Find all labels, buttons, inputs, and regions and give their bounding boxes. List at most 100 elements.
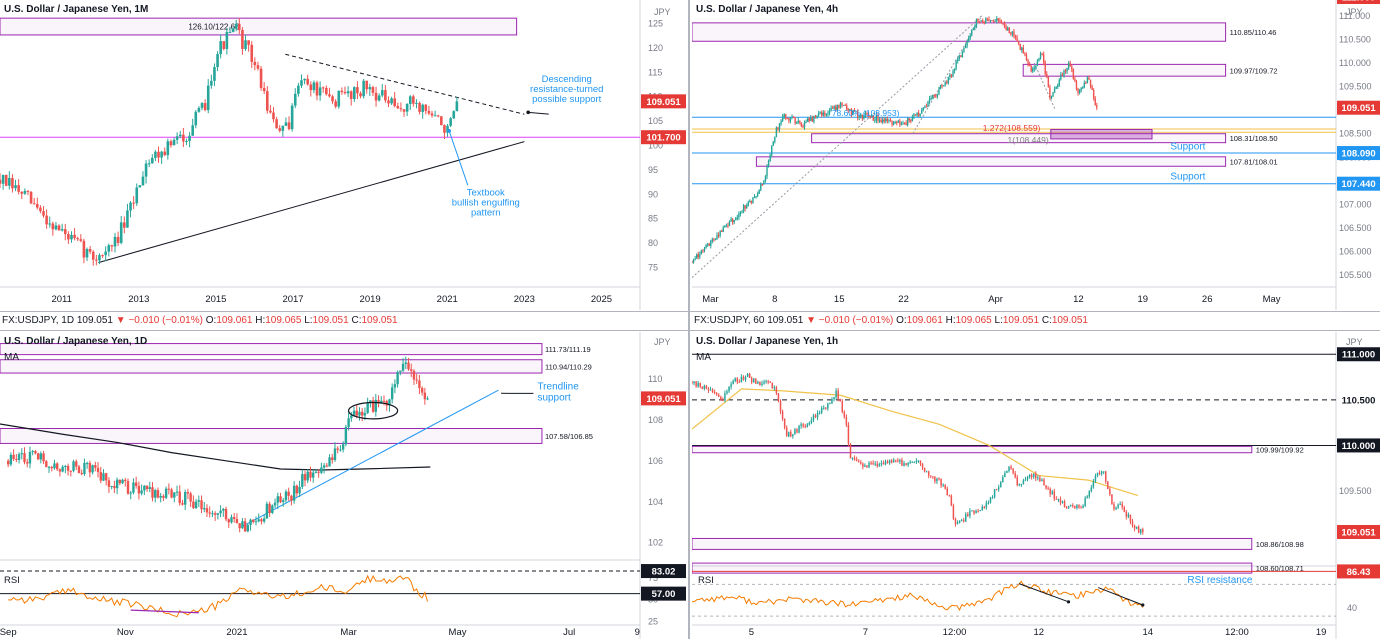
candle-body [333,448,337,461]
candle-body [867,114,870,117]
candle-body [706,243,709,246]
candle-body [777,393,780,402]
candle-body [794,117,796,124]
candle-body [740,376,743,383]
candle-body [1044,62,1046,74]
candle-body [694,258,696,260]
candle-body [1030,474,1033,477]
candle-body [760,184,762,191]
candle-body [750,200,753,203]
candle-body [64,465,67,467]
trendline-support [242,389,499,527]
candle-body [287,491,290,496]
candle-body [922,107,925,110]
h4-chart-panel[interactable]: 105.500106.000106.500107.000107.500108.0… [692,0,1380,310]
price-tag-box [641,564,686,579]
h4-chart-title: U.S. Dollar / Japanese Yen, 4h [696,4,839,15]
horizontal-divider-bottom [0,330,1380,331]
y-tick-label: 75 [648,262,658,272]
candle-body [1078,505,1080,508]
candle-body [1045,485,1047,489]
candle-body [892,122,895,125]
candle-body [724,393,726,401]
candle-body [700,250,703,255]
candle-body [810,420,813,423]
candle-body [711,239,714,242]
candle-body [960,55,962,57]
monthly-chart-svg[interactable]: 7580859095100105110115120125JPY201120132… [0,0,686,310]
candle-body [720,230,723,232]
close-value: 109.051 [1051,315,1088,326]
candle-body [110,245,114,247]
h1-chart-title: U.S. Dollar / Japanese Yen, 1h [696,336,839,347]
candle-body [272,112,275,120]
candle-body [424,104,428,111]
candle-body [83,462,86,475]
candle-body [241,521,244,529]
zone-label: 109.97/109.72 [1230,66,1278,75]
vertical-divider[interactable] [688,0,690,639]
candle-body [931,95,934,98]
h1-chart-svg[interactable]: 109.500 110.000 110.500 111.000 JPY 5 7 12:00 12… [692,332,1380,639]
candle-body [828,110,831,113]
candle-body [1080,87,1082,91]
candle-body [849,443,852,459]
daily-chart-title: U.S. Dollar / Japanese Yen, 1D [4,336,148,347]
candle-body [864,113,867,116]
candle-body [1055,498,1058,500]
candle-body [725,225,728,227]
candle-body [1074,78,1076,82]
candle-body [944,82,946,86]
daily-chart-svg[interactable]: 102 104 106 108 110 JPY Sep Nov 2021 Mar May Jul 9 11… [0,332,686,639]
candle-body [31,451,34,453]
x-tick-label: 2013 [128,294,149,305]
candle-body [785,114,787,119]
low-value: 109.051 [1002,315,1040,326]
candle-body [350,415,353,419]
candle-body [1086,77,1089,84]
candle-body [728,386,730,392]
candle-body [1039,477,1041,482]
candle-body [374,399,378,412]
h4-chart-svg[interactable]: 105.500106.000106.500107.000107.500108.0… [692,0,1380,310]
candle-body [752,197,754,203]
candle-body [954,518,957,525]
candle-body [940,478,942,486]
candle-body [137,485,141,494]
candle-body [781,116,784,121]
candle-body [39,207,42,212]
candle-body [966,41,968,47]
x-tick-label: 2025 [591,294,612,305]
candle-body [727,225,729,227]
candle-body [975,510,977,514]
candle-body [866,465,868,468]
candle-body [818,412,821,414]
close-value: 109.051 [361,315,398,326]
candle-body [225,32,229,49]
candle-body [1142,529,1144,533]
support-label: Support [1170,142,1205,153]
candle-body [761,184,764,186]
candle-body [352,410,356,416]
h1-chart-panel[interactable]: 109.500 110.000 110.500 111.000 JPY 5 7 12:00 12… [692,332,1380,639]
fib-guide-line [692,15,983,278]
candle-body [66,465,70,471]
daily-chart-panel[interactable]: 102 104 106 108 110 JPY Sep Nov 2021 Mar May Jul 9 11… [0,332,686,639]
candle-body [720,396,722,400]
candle-body [936,478,938,482]
candle-body [126,210,129,228]
price-tag-label: 110.000 [1342,441,1376,452]
candle-body [154,490,157,498]
candle-body [967,514,969,516]
candle-body [919,113,921,116]
fib-label: 1(108.449) [1008,135,1049,145]
candle-body [816,115,818,118]
monthly-chart-panel[interactable]: 7580859095100105110115120125JPY201120132… [0,0,686,310]
candle-body [993,489,996,498]
candle-body [126,480,130,494]
candle-body [1033,67,1035,69]
candle-body [107,480,111,487]
candle-body [1091,86,1093,91]
candle-body [298,486,301,494]
candle-body [188,135,191,141]
